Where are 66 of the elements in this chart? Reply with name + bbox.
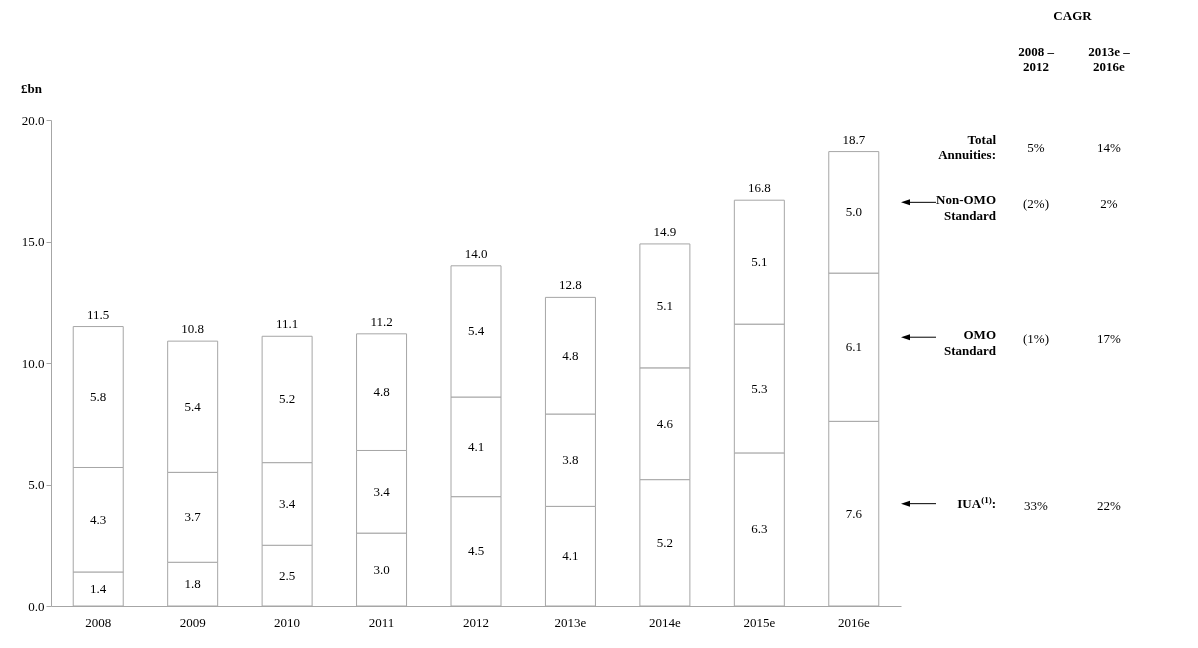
data-label: 3.4 xyxy=(373,483,391,499)
text: Non-OMO Standard xyxy=(936,192,997,224)
text: CAGR xyxy=(1053,8,1093,23)
data-label: 5.4 xyxy=(467,323,485,339)
data-label: 4.6 xyxy=(656,415,674,431)
y-tick-label: 15.0 xyxy=(21,234,45,249)
data-label: 5.1 xyxy=(656,297,674,313)
total-label: 18.7 xyxy=(842,131,866,147)
data-label: 2.5 xyxy=(278,567,296,583)
data-label: 4.1 xyxy=(562,548,579,564)
x-tick-label: 2011 xyxy=(368,614,395,630)
data-label: 7.6 xyxy=(845,505,863,521)
y-tick-label: 0.0 xyxy=(28,598,45,614)
data-label: 6.3 xyxy=(751,521,768,537)
data-label: 5.2 xyxy=(278,391,296,407)
total-label: 11.5 xyxy=(87,306,110,322)
x-tick-label: 2010 xyxy=(274,614,301,630)
data-label: 5.2 xyxy=(656,534,674,550)
x-tick-label: 2016e xyxy=(837,614,870,630)
data-label: 5.8 xyxy=(90,389,107,405)
y-tick-label: 10.0 xyxy=(21,355,45,371)
data-label: 3.4 xyxy=(278,495,296,511)
text: 22% xyxy=(1097,497,1122,513)
text: 2008 – 2012 xyxy=(1018,44,1055,74)
text: 33% xyxy=(1024,497,1049,513)
total-label: 11.1 xyxy=(275,316,299,332)
data-label: 5.0 xyxy=(845,204,862,220)
x-tick-label: 2012 xyxy=(463,614,489,630)
y-axis-title: £bn xyxy=(21,80,43,96)
total-label: 14.0 xyxy=(464,245,488,261)
x-tick-label: 2014e xyxy=(649,614,681,630)
total-label: 11.2 xyxy=(370,313,393,329)
data-label: 1.4 xyxy=(90,580,107,596)
text: Total Annuities: xyxy=(938,131,997,162)
x-tick-label: 2015e xyxy=(743,614,776,630)
text: (1%) xyxy=(1023,331,1049,347)
data-label: 5.4 xyxy=(184,398,202,414)
data-label: 1.8 xyxy=(184,576,201,592)
data-label: 5.1 xyxy=(751,254,768,270)
data-label: 6.1 xyxy=(845,339,862,355)
text: 14% xyxy=(1097,139,1122,155)
x-tick-label: 2013e xyxy=(554,614,587,630)
data-label: 4.3 xyxy=(90,511,107,527)
data-label: 5.3 xyxy=(751,380,768,396)
total-label: 10.8 xyxy=(181,321,205,337)
text: OMO Standard xyxy=(943,327,997,359)
data-label: 3.7 xyxy=(184,509,202,525)
data-label: 4.5 xyxy=(467,543,485,559)
data-label: 4.8 xyxy=(373,384,390,400)
data-label: 3.8 xyxy=(562,452,579,468)
data-label: 4.8 xyxy=(562,347,579,363)
y-tick-label: 20.0 xyxy=(21,112,45,128)
data-label: 4.1 xyxy=(467,438,485,454)
text: IUA$^{(1)}$: xyxy=(957,494,996,511)
text: (2%) xyxy=(1023,196,1049,212)
text: 5% xyxy=(1027,139,1045,155)
text: 2013e – 2016e xyxy=(1088,44,1131,74)
y-tick-label: 5.0 xyxy=(28,477,45,492)
x-tick-label: 2008 xyxy=(85,614,112,630)
data-label: 3.0 xyxy=(373,561,390,577)
x-tick-label: 2009 xyxy=(179,614,206,630)
total-label: 16.8 xyxy=(747,180,771,196)
text: 17% xyxy=(1097,331,1122,347)
total-label: 14.9 xyxy=(653,223,677,239)
text: 2% xyxy=(1100,196,1118,212)
total-label: 12.8 xyxy=(559,277,582,293)
